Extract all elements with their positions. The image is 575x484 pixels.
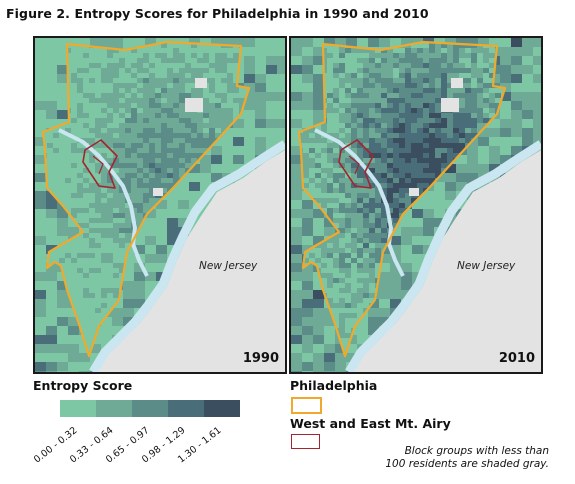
philadelphia-legend-label: Philadelphia [290,378,378,393]
nodata-note-line-2: 100 residents are shaded gray. [385,458,549,470]
map-2010-canvas [291,38,541,372]
schuylkill-river [314,128,405,277]
figure-title: Figure 2. Entropy Scores for Philadelphi… [6,6,429,21]
legend-title: Entropy Score [33,378,133,393]
map-1990[interactable]: New Jersey 1990 [33,36,287,374]
new-jersey-area [353,150,541,372]
mt-airy-legend-label: West and East Mt. Airy [290,416,451,431]
philadelphia-boundary-swatch [291,397,322,414]
mt-airy-divider [92,155,104,175]
map-2010[interactable]: New Jersey 2010 [289,36,543,374]
year-label-2010: 2010 [498,351,535,366]
mt-airy-boundary [338,139,374,189]
map-1990-canvas [35,38,285,372]
mt-airy-divider [348,155,360,175]
delaware-river [345,140,541,372]
legend-swatch-2 [96,400,132,417]
legend-swatch-5 [204,400,240,417]
nodata-note: Block groups with less than 100 resident… [385,445,549,471]
legend-swatches [60,400,240,417]
new-jersey-label-1990: New Jersey [199,260,258,272]
philadelphia-boundary [41,40,251,358]
legend-swatch-4 [168,400,204,417]
mt-airy-boundary [82,139,118,189]
nodata-note-line-1: Block groups with less than [404,445,549,457]
delaware-river [89,140,285,372]
new-jersey-label-2010: New Jersey [457,260,516,272]
year-label-1990: 1990 [242,351,279,366]
mt-airy-boundary-swatch [291,434,320,449]
philadelphia-boundary [297,40,507,358]
new-jersey-area [97,150,285,372]
schuylkill-river [58,128,149,277]
legend-swatch-3 [132,400,168,417]
legend-swatch-1 [60,400,96,417]
